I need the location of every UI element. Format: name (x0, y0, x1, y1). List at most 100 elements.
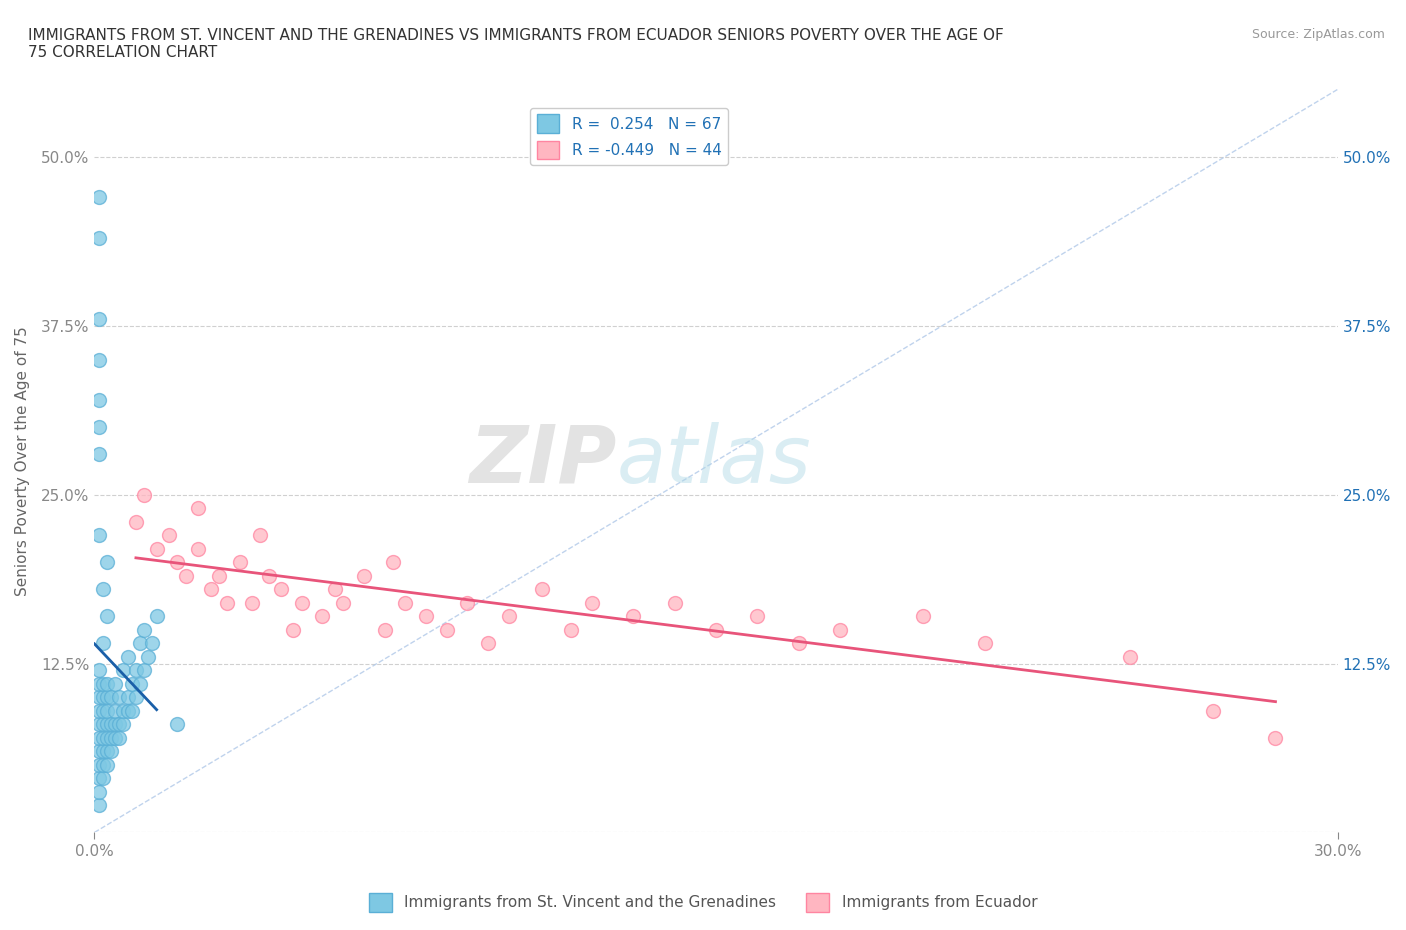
Text: ZIP: ZIP (470, 422, 617, 500)
Point (87, 190, 110, 205)
Point (415, 609, 437, 624)
Point (125, 690, 148, 705)
Point (332, 595, 354, 610)
Point (249, 527, 271, 542)
Point (96, 717, 118, 732)
Point (100, 690, 122, 705)
Point (108, 690, 131, 705)
Point (91, 676, 114, 691)
Point (87, 798, 110, 813)
Point (530, 582, 553, 597)
Point (581, 595, 603, 610)
Point (381, 555, 404, 570)
Point (270, 582, 292, 597)
Point (108, 717, 131, 732)
Point (129, 676, 152, 691)
Point (91, 717, 114, 732)
Point (104, 730, 127, 745)
Point (96, 609, 118, 624)
Point (100, 717, 122, 732)
Point (96, 690, 118, 705)
Point (87, 690, 110, 705)
Point (1119, 649, 1142, 664)
Point (200, 582, 222, 597)
Point (91, 703, 114, 718)
Point (87, 352, 110, 367)
Legend: Immigrants from St. Vincent and the Grenadines, Immigrants from Ecuador: Immigrants from St. Vincent and the Gren… (363, 887, 1043, 918)
Point (129, 636, 152, 651)
Point (187, 541, 209, 556)
Point (87, 676, 110, 691)
Point (145, 541, 167, 556)
Point (117, 649, 139, 664)
Point (912, 609, 935, 624)
Point (100, 744, 122, 759)
Point (125, 663, 148, 678)
Point (166, 555, 188, 570)
Point (87, 730, 110, 745)
Point (1202, 703, 1225, 718)
Point (291, 595, 314, 610)
Point (96, 555, 118, 570)
Point (134, 487, 156, 502)
Point (283, 622, 305, 637)
Point (104, 676, 127, 691)
Text: Source: ZipAtlas.com: Source: ZipAtlas.com (1251, 28, 1385, 41)
Point (394, 595, 416, 610)
Point (187, 500, 209, 515)
Point (87, 717, 110, 732)
Point (91, 636, 114, 651)
Point (91, 771, 114, 786)
Point (477, 636, 499, 651)
Point (560, 622, 582, 637)
Point (621, 609, 644, 624)
Point (91, 730, 114, 745)
Point (157, 527, 180, 542)
Point (96, 703, 118, 718)
Point (112, 663, 135, 678)
Point (96, 730, 118, 745)
Point (311, 609, 333, 624)
Point (174, 568, 197, 583)
Point (96, 744, 118, 759)
Y-axis label: Seniors Poverty Over the Age of 75: Seniors Poverty Over the Age of 75 (15, 326, 30, 596)
Point (121, 703, 143, 718)
Point (91, 744, 114, 759)
Point (87, 703, 110, 718)
Point (257, 568, 280, 583)
Point (125, 514, 148, 529)
Point (323, 582, 346, 597)
Point (747, 609, 769, 624)
Point (134, 663, 156, 678)
Point (830, 622, 852, 637)
Point (664, 595, 686, 610)
Point (704, 622, 727, 637)
Point (498, 609, 520, 624)
Point (87, 419, 110, 434)
Point (217, 595, 239, 610)
Point (121, 676, 143, 691)
Point (87, 312, 110, 326)
Point (436, 622, 458, 637)
Point (91, 757, 114, 772)
Point (87, 757, 110, 772)
Point (112, 703, 135, 718)
Point (87, 744, 110, 759)
Point (96, 676, 118, 691)
Point (974, 636, 997, 651)
Point (87, 446, 110, 461)
Point (117, 703, 139, 718)
Point (456, 595, 478, 610)
Point (353, 568, 375, 583)
Point (108, 730, 131, 745)
Point (117, 690, 139, 705)
Legend: R =  0.254   N = 67, R = -0.449   N = 44: R = 0.254 N = 67, R = -0.449 N = 44 (530, 108, 728, 166)
Point (87, 527, 110, 542)
Point (87, 771, 110, 786)
Point (104, 717, 127, 732)
Point (1264, 730, 1286, 745)
Point (87, 231, 110, 246)
Point (134, 622, 156, 637)
Point (87, 392, 110, 407)
Point (145, 609, 167, 624)
